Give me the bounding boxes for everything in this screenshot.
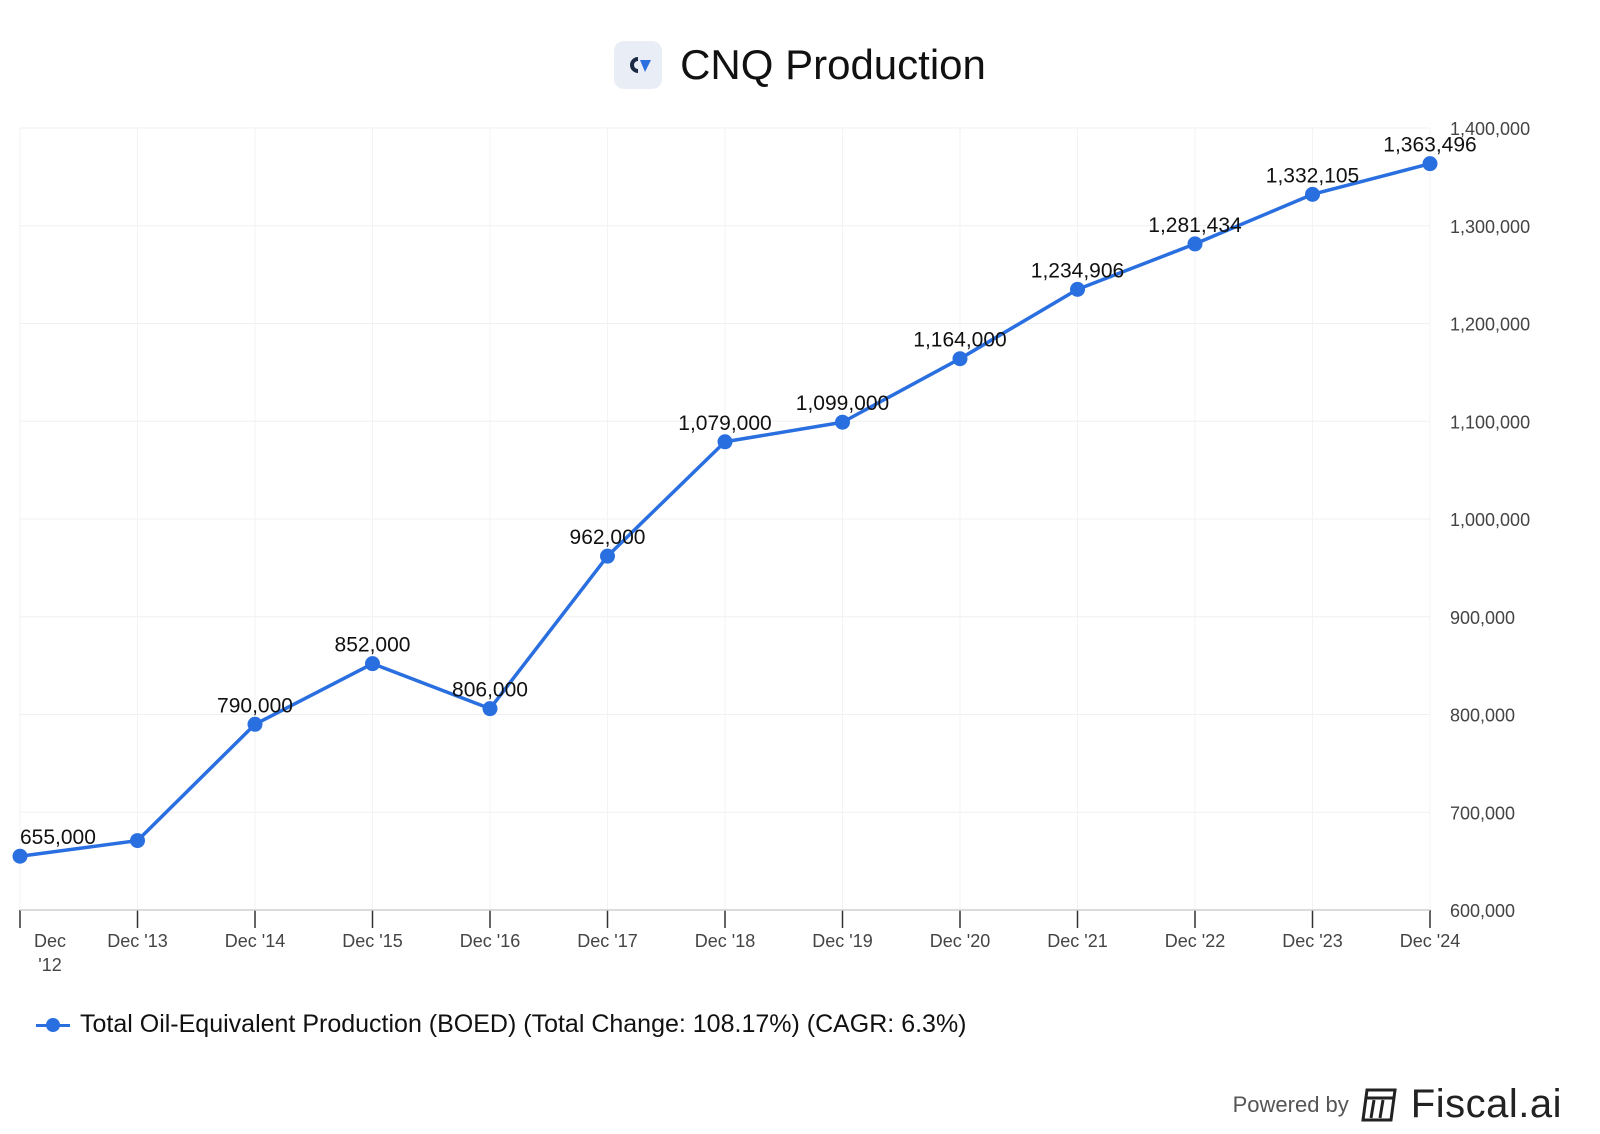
data-point (12, 848, 28, 864)
line-chart: 600,000 700,000 800,000 900,000 1,000,000 1,1… (12, 119, 1530, 975)
cnq-logo-icon (614, 41, 663, 89)
data-point (365, 656, 380, 672)
data-label: 1,281,434 (1148, 214, 1242, 237)
x-tick-label: Dec '23 (1282, 931, 1342, 951)
y-tick-label: 800,000 (1450, 706, 1515, 726)
y-tick-label: 1,300,000 (1450, 217, 1530, 237)
x-tick-label: Dec '16 (460, 931, 520, 951)
x-tick-label: Dec '21 (1047, 931, 1107, 951)
chart-legend[interactable]: Total Oil-Equivalent Production (BOED) (… (36, 1010, 967, 1039)
y-tick-label: 600,000 (1450, 901, 1515, 921)
y-tick-label: 1,400,000 (1450, 119, 1530, 139)
x-tick-label: Dec '15 (342, 931, 402, 951)
powered-by-label: Powered by (1232, 1091, 1349, 1117)
data-label: 790,000 (217, 694, 293, 717)
y-tick-label: 1,000,000 (1450, 510, 1530, 530)
x-tick-label: Dec '17 (577, 931, 637, 951)
x-tick-label: '12 (38, 955, 61, 975)
data-point (1305, 186, 1320, 202)
data-point (717, 434, 733, 450)
x-tick-label: Dec '19 (812, 931, 872, 951)
data-point (247, 716, 263, 732)
fiscal-brand: Fiscal.ai (1410, 1082, 1562, 1126)
powered-by[interactable]: Powered by Fiscal.ai (1233, 1082, 1562, 1127)
data-label: 1,099,000 (796, 392, 889, 415)
legend-label: Total Oil-Equivalent Production (BOED) (… (80, 1010, 967, 1038)
data-label: 806,000 (452, 679, 528, 702)
data-point (1070, 281, 1085, 297)
legend-marker-icon (36, 1015, 70, 1035)
data-point (1187, 236, 1203, 252)
data-point (1422, 156, 1438, 172)
data-label: 1,332,105 (1266, 164, 1359, 187)
chart-header: CNQ Production (0, 30, 1600, 100)
data-label: 1,363,496 (1383, 134, 1476, 157)
data-label: 1,164,000 (913, 329, 1006, 352)
data-label: 962,000 (570, 526, 646, 549)
y-tick-label: 900,000 (1450, 608, 1515, 628)
data-label: 655,000 (20, 826, 96, 849)
series-total-oil-equivalent (12, 156, 1438, 864)
data-label: 852,000 (335, 634, 411, 657)
data-point (130, 833, 145, 849)
x-tick-label: Dec '13 (107, 931, 167, 951)
data-point (600, 548, 615, 564)
y-tick-label: 700,000 (1450, 803, 1515, 823)
data-labels: 655,000 790,000 852,000 806,000 962,000 1,079… (20, 134, 1477, 850)
data-point (952, 351, 968, 367)
fiscal-logo-icon (1361, 1088, 1397, 1121)
data-point (482, 701, 498, 717)
data-point (835, 414, 850, 430)
x-tick-label: Dec '24 (1400, 931, 1460, 951)
x-tick-label: Dec '22 (1165, 931, 1225, 951)
y-tick-label: 1,200,000 (1450, 315, 1530, 335)
x-tick-label: Dec '14 (225, 931, 285, 951)
x-tick-label: Dec (34, 931, 66, 951)
grid-lines (19, 127, 1431, 911)
x-tick-label: Dec '18 (695, 931, 755, 951)
axes: 600,000 700,000 800,000 900,000 1,000,000 1,1… (19, 119, 1530, 975)
chart-title: CNQ Production (680, 41, 986, 88)
data-label: 1,079,000 (678, 412, 771, 435)
y-tick-label: 1,100,000 (1450, 412, 1530, 432)
x-tick-label: Dec '20 (930, 931, 990, 951)
data-label: 1,234,906 (1031, 259, 1124, 282)
